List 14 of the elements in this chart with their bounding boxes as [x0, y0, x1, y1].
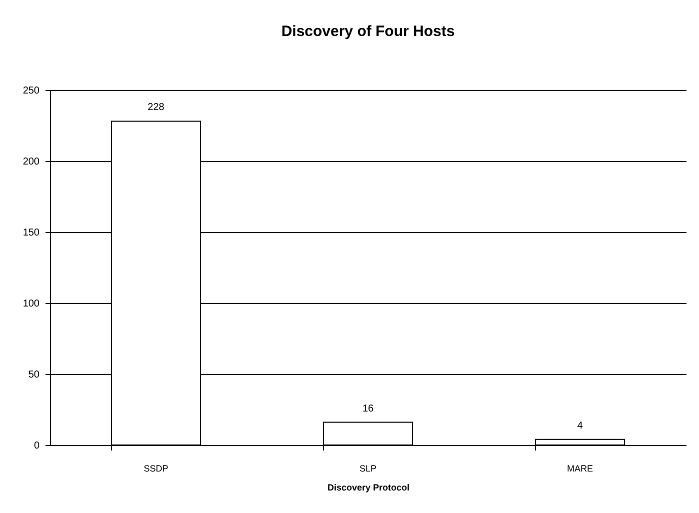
y-tick-label: 0	[34, 440, 40, 452]
chart-title: Discovery of Four Hosts	[281, 23, 455, 40]
data-label: 4	[577, 420, 584, 432]
y-tick-label: 250	[22, 86, 40, 96]
y-tick-label: 100	[22, 298, 40, 310]
y-tick-label: 150	[22, 228, 40, 238]
y-tick-label: 50	[28, 370, 40, 380]
data-label: 228	[148, 102, 165, 114]
x-axis-title: Discovery Protocol	[327, 482, 410, 492]
x-tick-label: SLP	[359, 464, 377, 474]
x-tick-label: MARE	[566, 464, 594, 474]
y-tick-label: 200	[22, 156, 40, 168]
data-label: 16	[362, 403, 374, 414]
x-tick-label: SSDP	[144, 464, 168, 474]
